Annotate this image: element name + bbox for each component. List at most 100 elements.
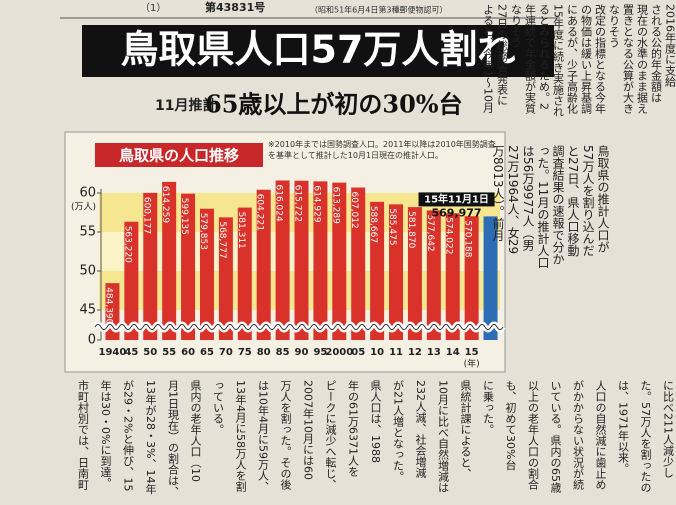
value-label: 579,853 (198, 213, 208, 250)
y-tick-label: 55 (79, 225, 96, 240)
annotation-box (418, 192, 495, 207)
bar (256, 189, 271, 340)
text-column: 年の61万6371人を (347, 379, 360, 477)
text-column: 改定の指標となる今年 (594, 3, 607, 114)
x-tick-label: 65 (200, 347, 214, 358)
x-tick-label: 13 (427, 347, 441, 358)
bar (389, 204, 404, 340)
text-column: と27日、県人口移動 (566, 145, 580, 257)
bar (445, 213, 460, 340)
chart-title: 鳥取県の人口推移 (119, 147, 239, 165)
bar (275, 180, 290, 340)
value-label: 570,188 (463, 220, 473, 257)
page-number: （1） (140, 2, 166, 14)
text-column: 年連続で年金額が実質 (524, 3, 537, 115)
text-column: なりそう (510, 4, 523, 48)
chart: 045505560(万人)1940484,39045563,22050600,1… (71, 180, 506, 370)
text-column: は10年4月に59万人、 (257, 380, 270, 492)
value-label: 574,022 (444, 217, 454, 254)
x-tick-label: 60 (181, 347, 195, 358)
text-column: 市町村別では、日南町 (77, 379, 90, 490)
value-label: 484,390 (103, 287, 113, 324)
y-unit: (万人) (71, 202, 96, 213)
x-tick-label: 14 (446, 347, 460, 358)
text-column: に比べ211人減少し (662, 380, 675, 478)
x-tick-label: 11 (389, 347, 403, 358)
text-column: 月1日現在）の割合は、 (167, 380, 180, 497)
text-column: 県人口は、1988 (369, 380, 382, 463)
subhead-tag: 11月推計 (155, 97, 216, 114)
text-column: ピークに減少へ転じ、 (324, 380, 337, 490)
value-label: 585,475 (387, 208, 397, 245)
text-column: 万8013人）。前月 (491, 145, 505, 242)
y-tick-label: 60 (79, 186, 96, 201)
x-tick-label: 85 (276, 347, 290, 358)
chart-note: ※2010年までは国勢調査人口。2011年以降は2010年国勢調査を基準として推… (268, 140, 496, 160)
bar (294, 180, 309, 340)
x-tick-label: 2000 (325, 347, 353, 358)
text-column: 13年4月に58万人を割 (234, 380, 247, 493)
bar (162, 181, 177, 340)
x-tick-label: 95 (313, 347, 327, 358)
text-column: 2007年10月には60 (302, 380, 315, 480)
x-tick-label: 70 (219, 347, 233, 358)
x-tick-label: 80 (257, 347, 271, 358)
x-tick-label: 75 (238, 347, 252, 358)
text-column: が21人増となった。 (392, 380, 405, 482)
bar (407, 207, 422, 340)
text-column: も、初めて30%台 (504, 380, 517, 471)
text-column: 県内の老年人口（10 (189, 380, 202, 482)
articles: 鳥取県の推計人口が57万人を割り込んだと27日、県人口移動調査結果の速報で分かっ… (77, 3, 676, 497)
value-label: 577,642 (425, 214, 435, 251)
text-column: 以上の老年人口の割合 (527, 380, 540, 490)
bar (483, 216, 498, 340)
value-label: 604,221 (255, 194, 265, 231)
text-column: 2016年度に支給 (664, 4, 676, 88)
value-label: 607,012 (349, 192, 359, 229)
bar (426, 210, 441, 340)
y-tick-label: 50 (79, 264, 96, 279)
x-tick-label: 15 (465, 347, 479, 358)
bar (237, 207, 252, 340)
value-label: 600,177 (141, 197, 151, 234)
text-column: 27万1964人、女29 (506, 145, 520, 254)
x-tick-label: 45 (124, 347, 138, 358)
y-tick-label: 45 (79, 303, 96, 318)
value-label: 614,259 (160, 186, 170, 223)
text-column: 現在の水準のまま据え (636, 4, 649, 114)
bar (181, 193, 196, 340)
text-column: 県統計課によると、 (459, 380, 472, 479)
text-column: 置きとなる公算が大き (622, 4, 635, 114)
text-column: 15年度に続き実施され (552, 4, 565, 117)
text-column: 13年が28・3%、14年 (144, 380, 157, 494)
value-label: 581,311 (236, 212, 246, 249)
bar (370, 201, 385, 340)
text-column: が29・2%と伸び、15 (122, 380, 135, 492)
text-column: 調査結果の速報で分か (551, 145, 565, 265)
x-tick-label: 1940 (99, 347, 127, 358)
value-label: 588,667 (368, 206, 378, 243)
text-column: にあるが、少子高齢化 (566, 4, 579, 115)
value-label: 568,777 (217, 221, 227, 258)
text-column: される公的年金額は (650, 4, 663, 103)
text-column: っている。 (212, 380, 225, 435)
text-column: 10月に比べ自然増減は (437, 380, 450, 493)
subhead: 65歳以上が初の30%台 (205, 90, 463, 119)
headline: 鳥取県人口57万人割れ (121, 28, 516, 72)
text-column: るとみられるため。2 (538, 4, 551, 110)
value-label: 581,870 (406, 211, 416, 248)
text-column: 鳥取県の推計人口が (596, 144, 610, 253)
permit: （昭和51年6月4日第3種郵便物認可） (310, 5, 447, 15)
text-column: がかからない状況が続 (572, 380, 585, 490)
text-column: は56万9977人（男 (521, 145, 535, 251)
value-label: 599,135 (179, 198, 189, 235)
chart-title-box (95, 143, 263, 167)
text-column: 232人減、社会増減 (414, 380, 427, 479)
text-column: 年は30・0%に到達。 (99, 379, 112, 489)
value-label: 616,024 (274, 185, 284, 222)
y-tick-label: 0 (88, 333, 96, 348)
text-column: 57万人を割り込んだ (581, 145, 595, 256)
text-column: 人口の自然減に歯止め (594, 380, 607, 490)
bar (332, 182, 347, 340)
